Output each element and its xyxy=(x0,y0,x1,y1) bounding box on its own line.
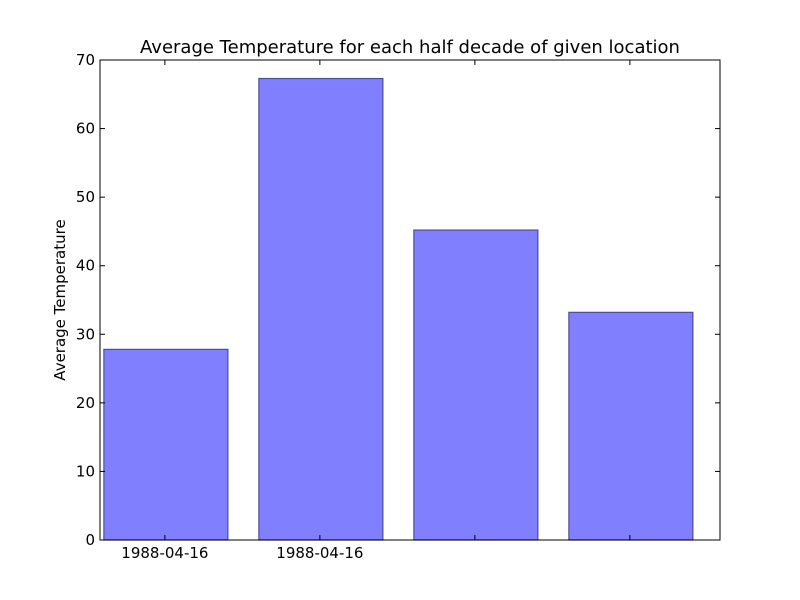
y-tick-label-7: 70 xyxy=(76,51,95,69)
chart-title: Average Temperature for each half decade… xyxy=(140,37,680,58)
y-tick-label-3: 30 xyxy=(76,325,95,343)
y-tick-label-0: 0 xyxy=(85,531,95,549)
plot-area-frame xyxy=(99,59,721,541)
bars-group xyxy=(103,77,694,541)
bar-0 xyxy=(103,348,229,541)
y-tick-label-5: 50 xyxy=(76,188,95,206)
bar-3 xyxy=(568,311,694,541)
y-tick-label-4: 40 xyxy=(76,257,95,275)
x-axis-ticks: 1988-04-16 1988-04-16 xyxy=(121,60,631,562)
x-tick-label-0: 1988-04-16 xyxy=(121,544,208,562)
y-tick-label-1: 10 xyxy=(76,462,95,480)
y-axis-ticks: 0 10 20 30 40 50 60 70 xyxy=(76,51,720,549)
bar-2 xyxy=(413,229,539,541)
y-tick-label-2: 20 xyxy=(76,394,95,412)
bar-1 xyxy=(258,77,384,541)
x-tick-label-1: 1988-04-16 xyxy=(276,544,363,562)
y-tick-label-6: 60 xyxy=(76,120,95,138)
y-axis-label: Average Temperature xyxy=(51,219,69,380)
